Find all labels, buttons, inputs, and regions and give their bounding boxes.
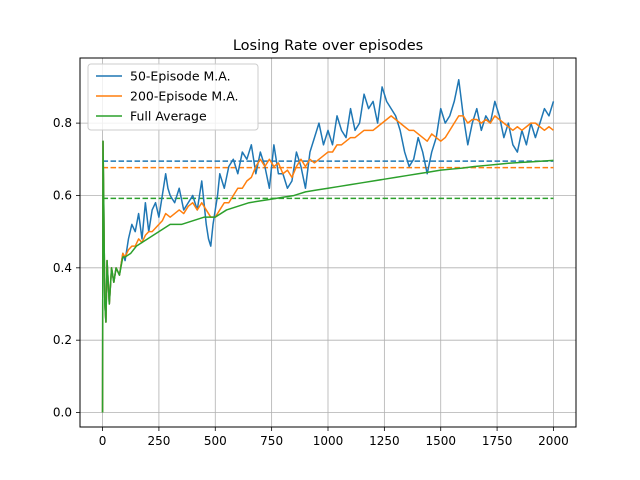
y-tick-label: 0.4	[53, 261, 72, 275]
legend-label: 50-Episode M.A.	[130, 69, 231, 84]
x-tick-label: 1000	[313, 434, 344, 448]
plot-frame	[79, 57, 577, 428]
x-tick-label: 500	[204, 434, 227, 448]
series-line	[101, 115, 554, 413]
grid-lines	[80, 58, 576, 427]
legend: 50-Episode M.A. 200-Episode M.A. Full Aver…	[87, 63, 259, 131]
legend-box	[87, 63, 259, 131]
y-axis: 0.0 0.2 0.4 0.6 0.8	[53, 116, 80, 420]
reference-lines	[102, 160, 554, 200]
x-tick-label: 750	[260, 434, 283, 448]
x-tick-label: 250	[147, 434, 170, 448]
series-line	[101, 140, 554, 413]
y-tick-label: 0.6	[53, 188, 72, 202]
series-lines	[101, 78, 555, 413]
y-tick-label: 0.2	[53, 333, 72, 347]
y-tick-label: 0.0	[53, 406, 72, 420]
y-tick-label: 0.8	[53, 116, 72, 130]
x-axis: 0 250 500 750 1000 1250 1500 1750 2000	[99, 427, 569, 448]
x-tick-label: 1250	[369, 434, 400, 448]
x-tick-label: 1750	[482, 434, 513, 448]
legend-label: Full Average	[130, 109, 207, 124]
x-tick-label: 2000	[538, 434, 569, 448]
x-tick-label: 1500	[425, 434, 456, 448]
legend-label: 200-Episode M.A.	[130, 89, 239, 104]
chart-title: Losing Rate over episodes	[233, 38, 423, 54]
x-tick-label: 0	[99, 434, 107, 448]
